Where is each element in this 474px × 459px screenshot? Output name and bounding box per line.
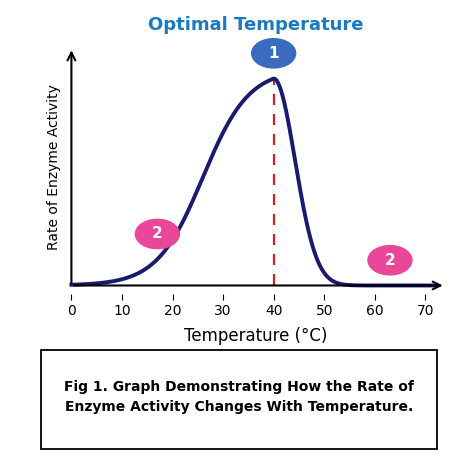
Text: 1: 1 [268, 46, 279, 61]
Text: 2: 2 [384, 253, 395, 268]
Circle shape [368, 246, 412, 275]
Circle shape [252, 39, 296, 68]
Title: Optimal Temperature: Optimal Temperature [148, 16, 364, 34]
Circle shape [136, 219, 179, 249]
Y-axis label: Rate of Enzyme Activity: Rate of Enzyme Activity [47, 84, 61, 251]
Text: 2: 2 [152, 226, 163, 241]
FancyBboxPatch shape [41, 350, 438, 449]
Text: Fig 1. Graph Demonstrating How the Rate of
Enzyme Activity Changes With Temperat: Fig 1. Graph Demonstrating How the Rate … [64, 380, 414, 414]
X-axis label: Temperature (°C): Temperature (°C) [184, 326, 328, 345]
